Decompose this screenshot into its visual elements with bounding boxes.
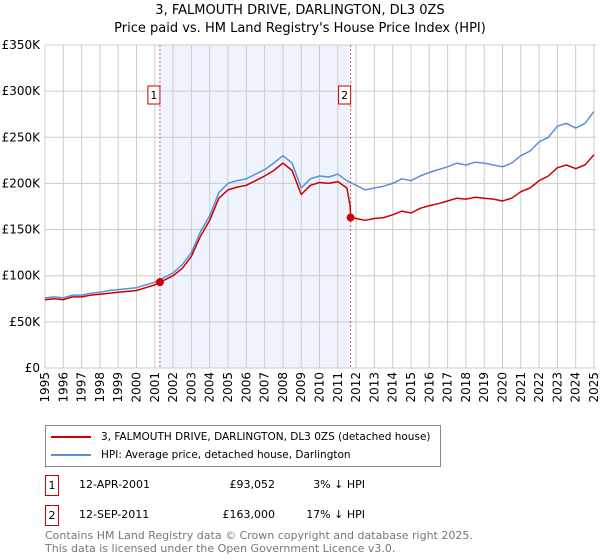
x-tick-label: 2004: [203, 372, 217, 403]
x-tick-label: 2025: [587, 372, 600, 403]
x-tick-label: 2007: [258, 372, 272, 403]
sale-date: 12-SEP-2011: [79, 508, 150, 521]
x-tick-label: 2015: [404, 372, 418, 403]
x-tick-label: 1995: [38, 372, 52, 403]
legend: 3, FALMOUTH DRIVE, DARLINGTON, DL3 0ZS (…: [45, 425, 441, 467]
price-chart: 1995 1996 1997 1998 1999 2000 2001 2002 2003 2004…: [2, 38, 600, 403]
y-tick-label: £150K: [2, 223, 42, 237]
x-tick-label: 2021: [514, 372, 528, 403]
y-tick-label: £200K: [2, 176, 42, 190]
x-tick-label: 2010: [313, 372, 327, 403]
legend-swatch-red: [51, 436, 91, 438]
x-tick-label: 2016: [422, 372, 436, 403]
y-tick-label: £0: [25, 361, 40, 375]
hpi-line: [44, 110, 595, 299]
sale-point: [346, 213, 355, 222]
legend-item-hpi: HPI: Average price, detached house, Darl…: [51, 447, 351, 463]
x-tick-label: 2001: [148, 372, 162, 403]
x-tick-label: 2019: [477, 372, 491, 403]
y-tick-label: £300K: [2, 84, 42, 98]
x-tick-label: 2022: [532, 372, 546, 403]
sale-marker-box: [338, 85, 352, 105]
sale-hpi-diff: 3% ↓ HPI: [313, 478, 365, 491]
x-tick-label: 2018: [459, 372, 473, 403]
sale-hpi-diff: 17% ↓ HPI: [306, 508, 365, 521]
x-tick-label: 2006: [239, 372, 253, 403]
ownership-shading: [159, 45, 351, 368]
footer-copyright: Contains HM Land Registry data © Crown c…: [45, 529, 473, 542]
x-tick-label: 1999: [111, 372, 125, 403]
property-price-line: [44, 154, 595, 301]
footer-licence: This data is licensed under the Open Gov…: [45, 542, 396, 555]
legend-label: HPI: Average price, detached house, Darl…: [101, 449, 351, 461]
x-tick-label: 2024: [569, 372, 583, 403]
x-tick-label: 2008: [276, 372, 290, 403]
y-tick-label: £50K: [9, 315, 41, 329]
x-tick-label: 2005: [221, 372, 235, 403]
sale-row: 1 12-APR-2001 £93,052 3% ↓ HPI: [45, 475, 445, 496]
x-tick-label: 2023: [550, 372, 564, 403]
x-tick-label: 1998: [93, 372, 107, 403]
y-tick-label: £100K: [2, 269, 42, 283]
sale-marker-label: 1: [150, 89, 157, 102]
chart-subtitle: Price paid vs. HM Land Registry's House …: [114, 21, 486, 36]
sale-point: [155, 278, 164, 287]
x-tick-label: 2002: [166, 372, 180, 403]
x-tick-label: 2000: [130, 372, 144, 403]
y-tick-label: £250K: [2, 130, 42, 144]
legend-swatch-blue: [51, 454, 91, 456]
x-tick-label: 2020: [496, 372, 510, 403]
x-tick-label: 2003: [184, 372, 198, 403]
sale-row: 2 12-SEP-2011 £163,000 17% ↓ HPI: [45, 505, 445, 526]
x-tick-label: 2011: [331, 372, 345, 403]
sale-marker-box: [147, 85, 161, 105]
x-tick-label: 2012: [349, 372, 363, 403]
sale-marker-badge: 2: [45, 505, 59, 526]
y-tick-label: £350K: [2, 38, 42, 52]
sale-price: £163,000: [222, 508, 276, 521]
x-tick-label: 1997: [75, 372, 89, 403]
x-tick-label: 2013: [367, 372, 381, 403]
legend-label: 3, FALMOUTH DRIVE, DARLINGTON, DL3 0ZS (…: [101, 431, 431, 443]
x-tick-label: 2017: [441, 372, 455, 403]
sale-marker-badge: 1: [45, 475, 59, 496]
legend-item-property: 3, FALMOUTH DRIVE, DARLINGTON, DL3 0ZS (…: [51, 429, 431, 445]
sale-marker-label: 2: [341, 89, 348, 102]
footer: Contains HM Land Registry data © Crown c…: [45, 529, 473, 555]
x-tick-label: 2009: [294, 372, 308, 403]
sale-price: £93,052: [229, 478, 276, 491]
x-tick-label: 2014: [386, 372, 400, 403]
chart-title: 3, FALMOUTH DRIVE, DARLINGTON, DL3 0ZS: [155, 3, 445, 18]
x-tick-label: 1996: [56, 372, 70, 403]
sale-date: 12-APR-2001: [79, 478, 151, 491]
